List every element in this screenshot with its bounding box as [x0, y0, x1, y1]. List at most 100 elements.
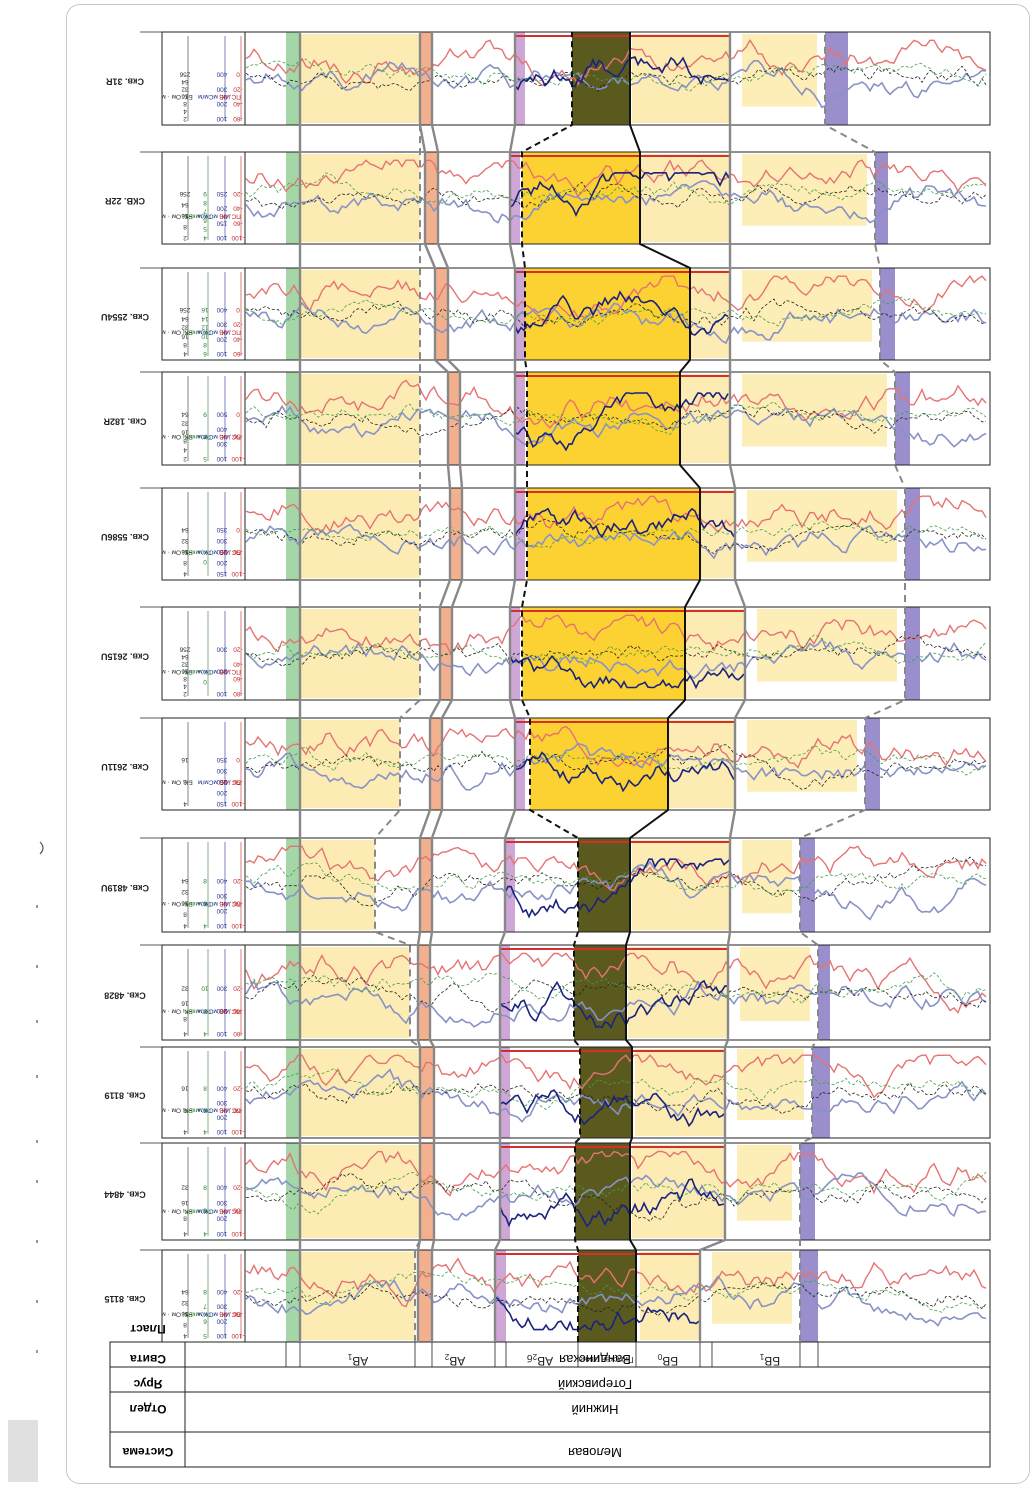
marker-green: [286, 945, 300, 1040]
band-bv0-yellow: [525, 270, 690, 344]
scale-tick-bk: 256: [179, 306, 190, 313]
band-5: [800, 1250, 818, 1342]
scale-tick-ik: 300: [216, 1303, 227, 1310]
scale-tick-gk: 5: [203, 1332, 207, 1339]
band-1: [418, 945, 430, 1040]
layer-label-sub: 1: [347, 1352, 352, 1361]
band-5: [895, 372, 910, 465]
gk-curve: [245, 172, 987, 206]
scale-tick-bk: 256: [179, 645, 190, 652]
scale-tick-gk: 6: [203, 216, 207, 223]
scale-tick-ps: -100: [231, 1230, 244, 1237]
layer-label-sub: 2: [532, 1352, 537, 1361]
band-0: [300, 270, 420, 358]
scale-label-ps: ПС, мВ: [219, 668, 241, 675]
scale-label-ik: ИК, мСм/м: [197, 1008, 230, 1015]
scale-tick-bk: 64: [181, 1288, 189, 1295]
bk-curve: [245, 1282, 987, 1317]
scale-tick-ik: 250: [216, 778, 227, 785]
marker-green: [286, 1250, 300, 1342]
correlation-line-2: [428, 32, 464, 1342]
scale-tick-ps: -40: [233, 100, 243, 107]
scale-tick-bk: 16: [181, 756, 189, 763]
ik-deep-curve: [514, 751, 735, 793]
scale-tick-bk: 32: [181, 984, 189, 991]
layer-label-3: Пимская глина: [578, 1355, 634, 1364]
scale-tick-ik: 100: [216, 1128, 227, 1135]
well-frame: [161, 717, 991, 811]
band-1: [420, 1143, 434, 1240]
scale-label-gk: ГК, мкР/ч: [183, 433, 211, 440]
header-col-otdel: Отдел: [130, 1402, 167, 1416]
correlation-line-pim-top: [521, 32, 581, 1342]
scale-tick-ps: -40: [233, 335, 243, 342]
ps-curve: [245, 379, 987, 429]
band-1: [420, 838, 432, 932]
well-name: Скв. 2615U: [101, 652, 149, 662]
scale-tick-bk: 32: [181, 324, 189, 331]
scale-label-gk: ГК, мкР/ч: [183, 668, 211, 675]
header-otdel-value: Нижний: [571, 1402, 618, 1417]
layer-label-5: БВ1: [759, 1352, 780, 1368]
scale-tick-bk: 8: [183, 559, 187, 566]
header-col-plast: Пласт: [130, 1322, 166, 1336]
correlation-line-6: [799, 32, 906, 1342]
ps-curve: [245, 495, 987, 534]
layer-bands: [286, 32, 920, 1342]
ps-curve: [245, 845, 987, 892]
scale-label-bk: БК, Ом · м: [161, 328, 193, 335]
scale-tick-ps: -80: [233, 1030, 243, 1037]
layer-label-sup: б: [527, 1352, 533, 1364]
scale-tick-gk: 7: [203, 208, 207, 215]
scale-tick-bk: 8: [183, 778, 187, 785]
scale-tick-ps: -50: [233, 548, 243, 555]
band-5: [880, 268, 895, 360]
scale-label-bk: БК, Ом · м: [161, 900, 193, 907]
well-frame: [161, 151, 991, 245]
band-0: [300, 720, 400, 808]
ps-curve: [245, 1054, 987, 1099]
scale-tick-gk: 8: [203, 199, 207, 206]
scale-tick-ps: -60: [233, 1207, 243, 1214]
scale-tick-ik: 200: [216, 205, 227, 212]
scale-label-ps: ПС, мВ: [219, 212, 241, 219]
scale-tick-gk: 4: [203, 922, 207, 929]
scale-tick-bk: 4: [183, 1128, 187, 1135]
scale-tick-bk: 16: [181, 1199, 189, 1206]
scale-tick-gk: 4: [203, 234, 207, 241]
well-name: СКВ. 22R: [105, 196, 146, 206]
ik-curve: [245, 742, 987, 791]
ik-curve: [245, 1172, 987, 1221]
scale-tick-bk: 8: [183, 1321, 187, 1328]
scale-label-bk: БК, Ом · м: [161, 433, 193, 440]
scale-tick-ik: 100: [216, 350, 227, 357]
scale-tick-bk: 16: [181, 899, 189, 906]
marker-green: [286, 718, 300, 810]
scale-label-bk: БК, Ом · м: [161, 778, 193, 785]
header-svita-value: Вандинская: [559, 1352, 631, 1367]
correlation-line-7: [374, 32, 421, 1342]
scale-tick-ps: -100: [231, 1128, 244, 1135]
band-0: [300, 34, 420, 123]
scale-tick-bk: 64: [181, 78, 189, 85]
well-5: Скв. 2611U БК, Ом · м 4 8 16 ИК, мСм/м 150 200 2…: [101, 717, 991, 811]
ps-curve: [245, 725, 987, 769]
band-0: [300, 840, 375, 930]
scale-tick-bk: 4: [183, 446, 187, 453]
scale-tick-ik: 200: [216, 1214, 227, 1221]
band-2: [500, 1143, 510, 1240]
scale-label-gk: ГК, мкР/ч: [183, 1207, 211, 1214]
band-0: [300, 609, 420, 698]
scale-tick-gk: 4: [203, 1128, 207, 1135]
scale-tick-gk: 9: [203, 410, 207, 417]
scale-tick-gk: 8: [203, 877, 207, 884]
scale-label-ik: ИК, мСм/м: [197, 1207, 230, 1214]
ik-deep-curve: [504, 858, 731, 919]
scale-tick-gk: 8: [203, 1183, 207, 1190]
well-frame: [161, 1249, 991, 1343]
band-4: [635, 1049, 725, 1136]
scale-tick-ik: 400: [216, 1183, 227, 1190]
correlation-line-5: [698, 32, 747, 1342]
scale-tick-ik: 200: [216, 1114, 227, 1121]
scale-tick-ps: -20: [233, 190, 243, 197]
